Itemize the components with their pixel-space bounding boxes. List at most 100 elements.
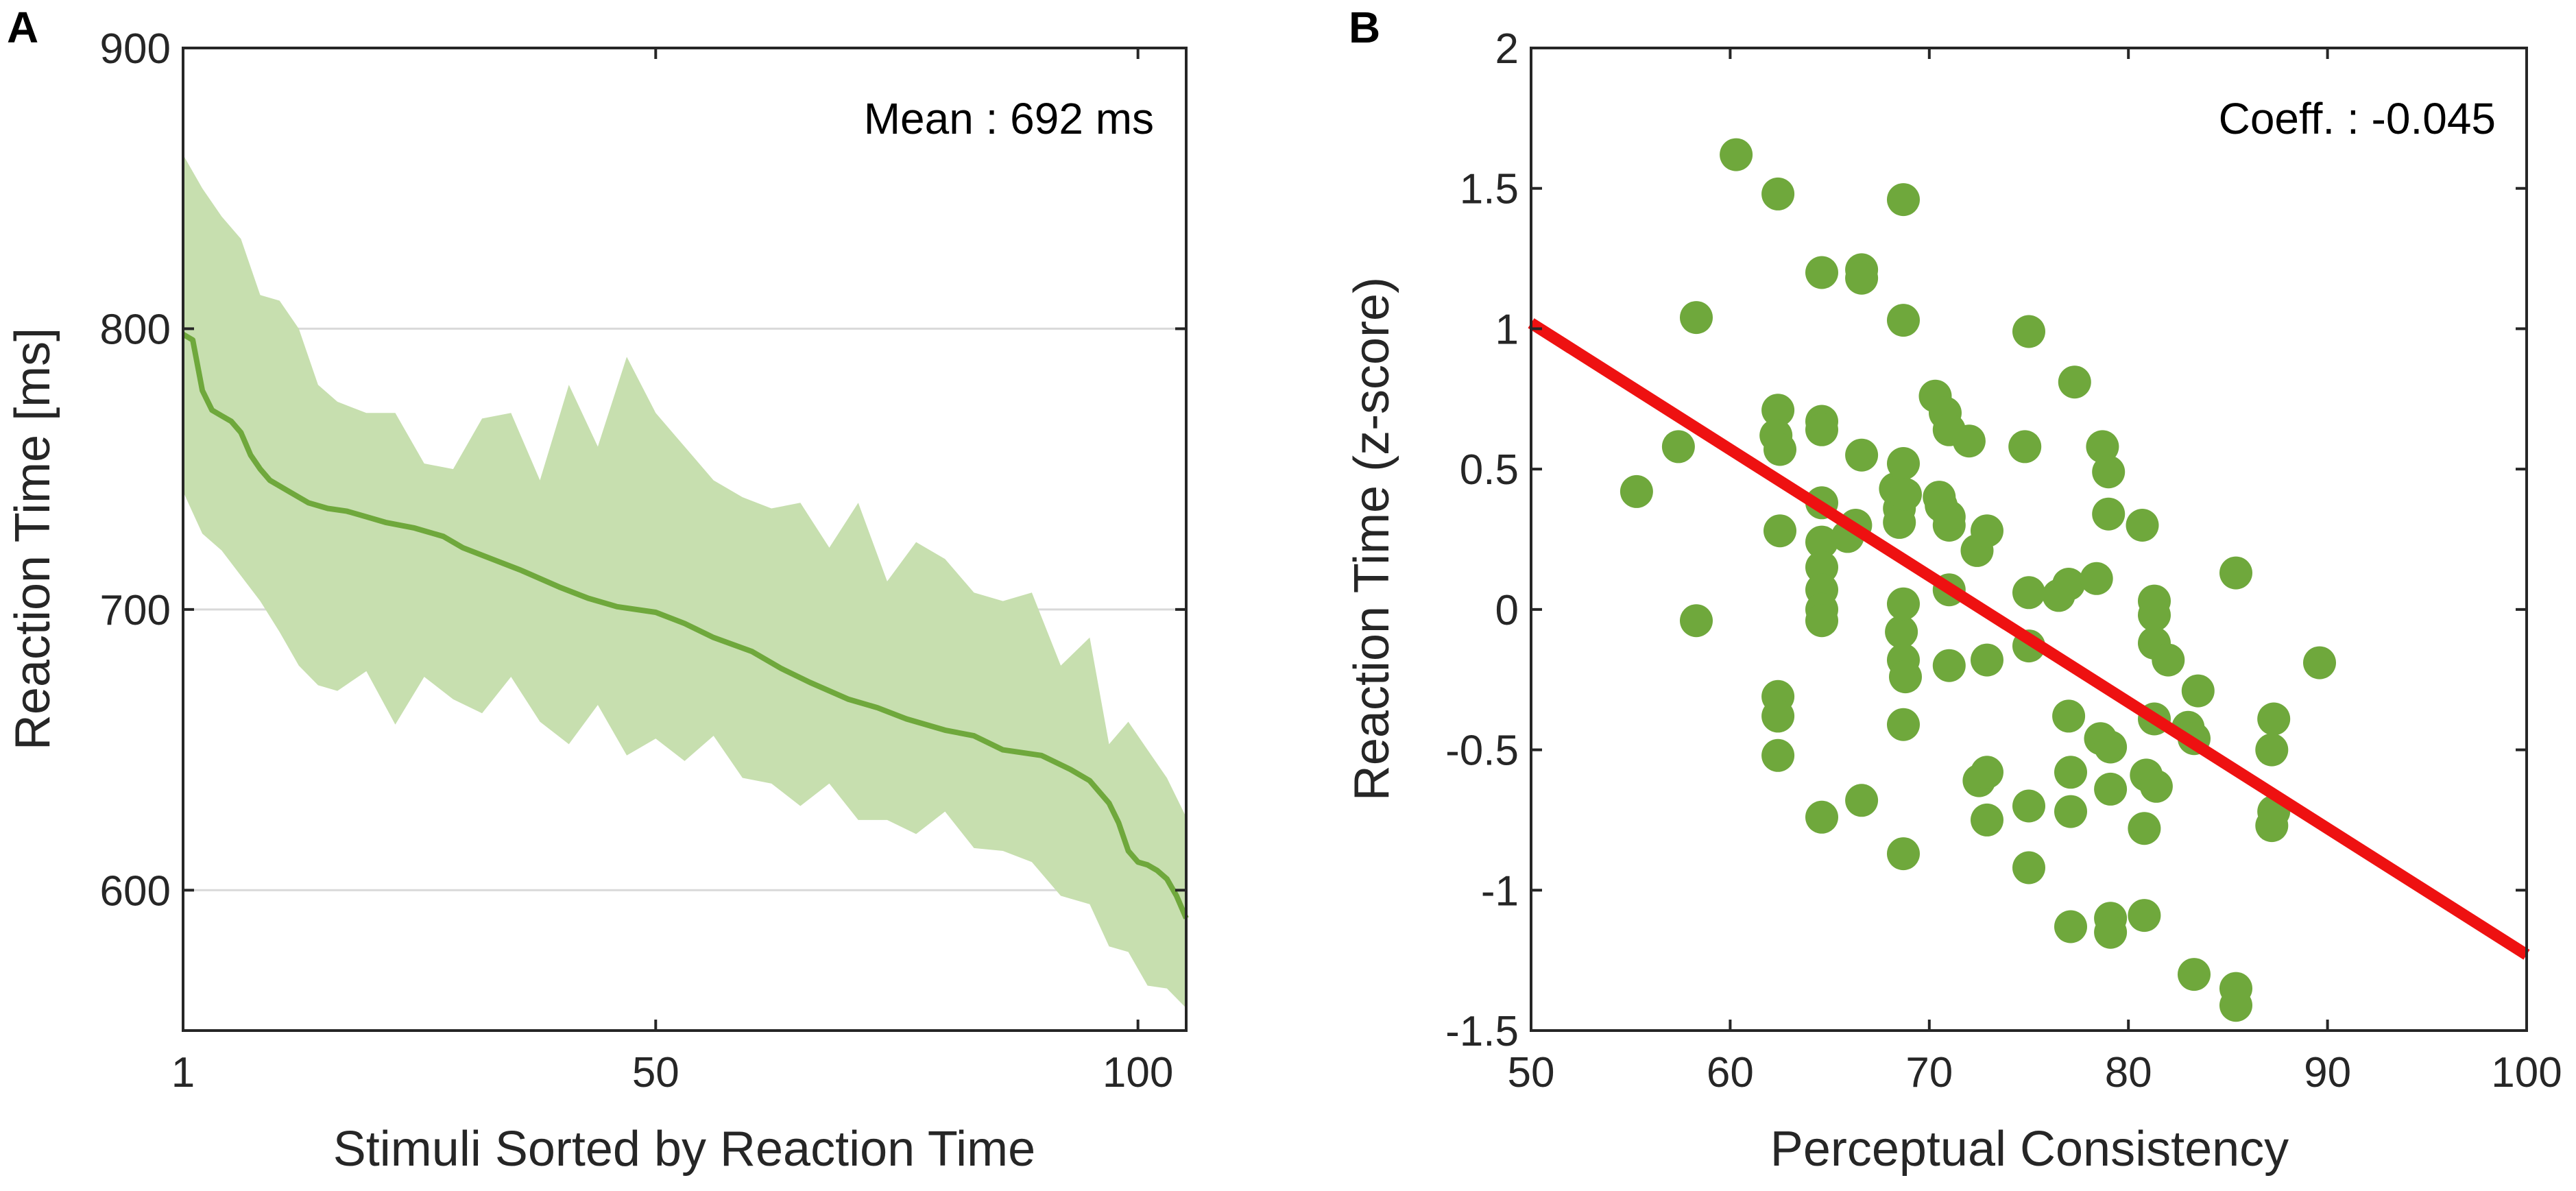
data-point bbox=[1764, 514, 1796, 548]
panel-a: A 600 700 800 900 1 50 100 Mean : 692 ms Stimu… bbox=[5, 3, 1189, 1177]
data-point bbox=[2092, 455, 2126, 489]
data-point bbox=[1805, 413, 1838, 446]
y-tick-label: 1 bbox=[1495, 306, 1519, 353]
y-tick-label: 900 bbox=[100, 25, 171, 73]
panel-b: B -1.5 -1 -0.5 0 0.5 1 1.5 2 50 60 70 80 90 100 Coeff… bbox=[1345, 3, 2562, 1177]
y-tick-label: -1.5 bbox=[1445, 1008, 1519, 1055]
data-point bbox=[2255, 733, 2289, 767]
mean-annotation: Mean : 692 ms bbox=[864, 94, 1154, 143]
data-point bbox=[2058, 365, 2091, 399]
data-point bbox=[2257, 702, 2291, 736]
data-point bbox=[2138, 599, 2171, 631]
data-point bbox=[2128, 812, 2161, 845]
data-point bbox=[1680, 604, 1713, 638]
x-tick-label: 80 bbox=[2105, 1049, 2152, 1096]
panel-a-axes-box bbox=[182, 47, 1188, 1032]
data-point bbox=[2012, 315, 2045, 348]
data-point bbox=[2255, 809, 2289, 843]
y-tick-label: -0.5 bbox=[1445, 727, 1519, 775]
data-point bbox=[1805, 256, 1838, 289]
data-point bbox=[1805, 604, 1838, 638]
x-tick-label: 90 bbox=[2304, 1049, 2351, 1096]
data-point bbox=[1889, 660, 1922, 694]
mean-line bbox=[181, 332, 1189, 919]
panel-b-label: B bbox=[1349, 3, 1380, 52]
data-point bbox=[1805, 525, 1838, 559]
data-point bbox=[1845, 438, 1879, 472]
data-point bbox=[2092, 497, 2126, 531]
data-point bbox=[2152, 643, 2185, 677]
data-point bbox=[2181, 674, 2215, 708]
data-point bbox=[1971, 803, 2003, 837]
data-point bbox=[1805, 551, 1838, 584]
panel-b-x-axis-label: Perceptual Consistency bbox=[1770, 1122, 2289, 1177]
data-point bbox=[1845, 784, 1879, 817]
y-tick-label: 1.5 bbox=[1460, 166, 1519, 213]
data-point bbox=[1661, 430, 1695, 464]
data-point bbox=[1971, 756, 2003, 789]
data-point bbox=[1761, 394, 1795, 427]
panel-a-y-axis-label: Reaction Time [ms] bbox=[5, 328, 60, 750]
data-point bbox=[2094, 730, 2128, 764]
data-point bbox=[1932, 509, 1966, 542]
data-point bbox=[1885, 615, 1918, 649]
panel-b-y-axis-label: Reaction Time (z-score) bbox=[1345, 277, 1399, 801]
x-tick-label: 50 bbox=[1508, 1049, 1555, 1096]
data-point bbox=[2012, 789, 2045, 823]
data-point bbox=[2054, 756, 2087, 789]
data-point bbox=[1680, 301, 1713, 335]
data-point bbox=[1971, 514, 2003, 548]
data-point bbox=[2219, 556, 2252, 590]
data-point bbox=[2219, 989, 2252, 1022]
data-point bbox=[2303, 646, 2336, 679]
data-point bbox=[1805, 800, 1838, 834]
data-point bbox=[1761, 738, 1795, 772]
x-tick-label: 50 bbox=[632, 1049, 679, 1096]
y-tick-label: 700 bbox=[100, 587, 171, 634]
y-tick-label: 600 bbox=[100, 867, 171, 915]
x-tick-label: 60 bbox=[1707, 1049, 1754, 1096]
x-tick-label: 70 bbox=[1905, 1049, 1953, 1096]
data-point bbox=[2012, 576, 2045, 610]
data-point bbox=[2128, 899, 2161, 933]
coefficient-annotation: Coeff. : -0.045 bbox=[2219, 94, 2496, 143]
data-point bbox=[1952, 424, 1986, 458]
data-point bbox=[2052, 568, 2086, 601]
data-point bbox=[2094, 772, 2128, 806]
confidence-band bbox=[183, 154, 1186, 1009]
data-point bbox=[1764, 433, 1796, 466]
x-tick-label: 100 bbox=[2491, 1049, 2562, 1096]
data-point bbox=[1887, 447, 1920, 480]
y-tick-label: 800 bbox=[100, 306, 171, 353]
data-point bbox=[2054, 795, 2087, 828]
panel-b-axes-box bbox=[1530, 47, 2528, 1032]
x-tick-label: 1 bbox=[171, 1049, 195, 1096]
data-point bbox=[1887, 304, 1920, 337]
data-point bbox=[2086, 430, 2119, 464]
data-point bbox=[2139, 769, 2173, 803]
y-tick-label: -1 bbox=[1481, 867, 1519, 915]
y-tick-label: 0.5 bbox=[1460, 446, 1519, 494]
data-point bbox=[1887, 837, 1920, 871]
data-point bbox=[2054, 910, 2087, 943]
data-point bbox=[1720, 138, 1753, 171]
regression-line bbox=[1528, 318, 2530, 960]
data-point bbox=[1887, 587, 1920, 621]
x-tick-label: 100 bbox=[1103, 1049, 1173, 1096]
panel-a-label: A bbox=[7, 3, 38, 52]
data-point bbox=[1620, 474, 1653, 508]
data-point bbox=[1971, 643, 2003, 677]
data-point bbox=[1761, 177, 1795, 210]
y-tick-label: 0 bbox=[1495, 587, 1519, 634]
data-point bbox=[2178, 958, 2211, 991]
data-point bbox=[2126, 509, 2159, 542]
data-point bbox=[2080, 562, 2113, 595]
data-point bbox=[2094, 915, 2128, 949]
data-point bbox=[1932, 649, 1966, 682]
data-point bbox=[1761, 699, 1795, 733]
data-point bbox=[1887, 183, 1920, 217]
data-point bbox=[2008, 430, 2042, 464]
data-point bbox=[2052, 699, 2086, 733]
panel-a-x-axis-label: Stimuli Sorted by Reaction Time bbox=[333, 1122, 1035, 1177]
